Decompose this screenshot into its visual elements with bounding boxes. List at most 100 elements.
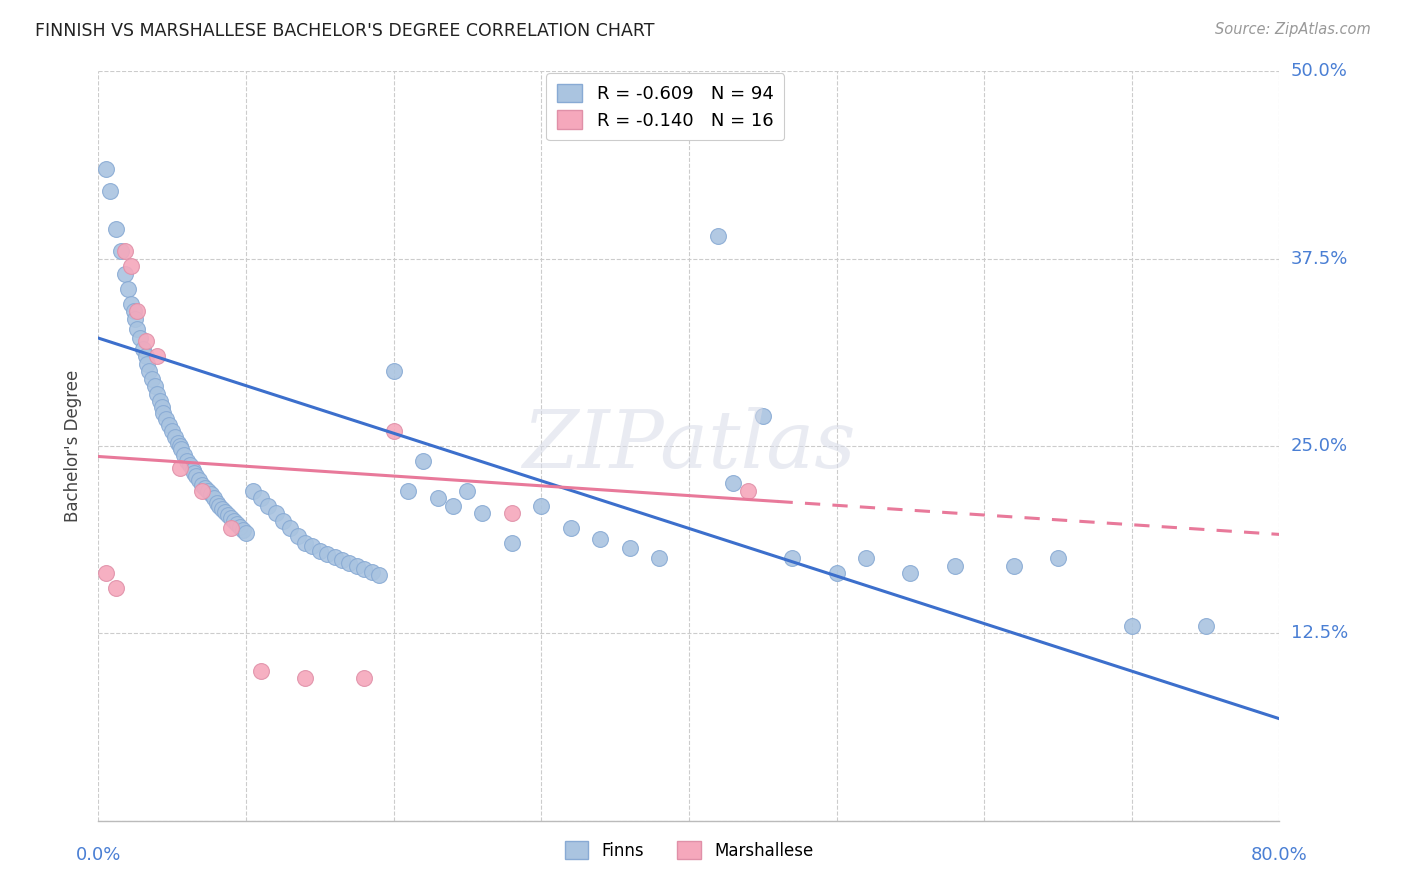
Point bbox=[146, 386, 169, 401]
Point bbox=[294, 536, 316, 550]
Point bbox=[707, 229, 730, 244]
Point bbox=[176, 454, 198, 468]
Point bbox=[287, 529, 309, 543]
Point bbox=[250, 491, 273, 506]
Point bbox=[214, 505, 236, 519]
Point bbox=[301, 540, 323, 554]
Point bbox=[441, 499, 464, 513]
Point bbox=[398, 483, 420, 498]
Point bbox=[242, 483, 264, 498]
Point bbox=[353, 671, 375, 685]
Point bbox=[589, 532, 612, 546]
Text: 80.0%: 80.0% bbox=[1251, 846, 1308, 863]
Point bbox=[197, 483, 219, 498]
Point bbox=[187, 474, 209, 488]
Point bbox=[382, 364, 405, 378]
Point bbox=[232, 523, 254, 537]
Point bbox=[619, 541, 641, 555]
Point bbox=[1002, 558, 1025, 573]
Point bbox=[202, 491, 225, 506]
Point bbox=[250, 664, 273, 678]
Point bbox=[412, 454, 434, 468]
Point bbox=[346, 558, 368, 573]
Text: 0.0%: 0.0% bbox=[76, 846, 121, 863]
Point bbox=[205, 496, 228, 510]
Point bbox=[135, 349, 157, 363]
Point bbox=[94, 161, 117, 176]
Point bbox=[330, 553, 353, 567]
Text: 37.5%: 37.5% bbox=[1291, 250, 1348, 268]
Point bbox=[184, 469, 207, 483]
Point bbox=[825, 566, 848, 581]
Point bbox=[150, 400, 173, 414]
Point bbox=[229, 520, 252, 534]
Point bbox=[339, 556, 361, 570]
Point bbox=[368, 567, 391, 582]
Point bbox=[98, 184, 121, 198]
Point bbox=[114, 267, 136, 281]
Point bbox=[105, 582, 128, 596]
Point bbox=[128, 331, 150, 345]
Y-axis label: Bachelor's Degree: Bachelor's Degree bbox=[65, 370, 83, 522]
Point bbox=[1046, 551, 1070, 566]
Point bbox=[114, 244, 136, 259]
Point bbox=[280, 521, 302, 535]
Point bbox=[179, 458, 201, 473]
Text: 50.0%: 50.0% bbox=[1291, 62, 1347, 80]
Point bbox=[217, 508, 239, 522]
Point bbox=[648, 551, 671, 566]
Point bbox=[560, 521, 582, 535]
Point bbox=[221, 511, 243, 525]
Point bbox=[191, 483, 214, 498]
Point bbox=[235, 525, 257, 540]
Point bbox=[125, 304, 148, 318]
Text: 25.0%: 25.0% bbox=[1291, 437, 1348, 455]
Point bbox=[1121, 619, 1143, 633]
Point bbox=[257, 499, 280, 513]
Legend: Finns, Marshallese: Finns, Marshallese bbox=[558, 835, 820, 866]
Point bbox=[181, 463, 204, 477]
Point bbox=[782, 551, 804, 566]
Point bbox=[167, 436, 190, 450]
Point bbox=[120, 259, 142, 273]
Point bbox=[900, 566, 922, 581]
Point bbox=[169, 461, 191, 475]
Point bbox=[316, 547, 339, 561]
Point bbox=[170, 442, 193, 456]
Text: ZIPatlas: ZIPatlas bbox=[522, 408, 856, 484]
Point bbox=[105, 221, 128, 235]
Point bbox=[752, 409, 775, 423]
Point bbox=[226, 516, 249, 531]
Point bbox=[183, 466, 205, 480]
Point bbox=[125, 322, 148, 336]
Point bbox=[136, 357, 159, 371]
Point bbox=[323, 549, 346, 564]
Point bbox=[191, 478, 214, 492]
Point bbox=[146, 349, 169, 363]
Point bbox=[124, 311, 146, 326]
Point bbox=[157, 417, 180, 432]
Point bbox=[194, 481, 217, 495]
Point bbox=[155, 412, 177, 426]
Point bbox=[208, 499, 231, 513]
Point bbox=[211, 502, 233, 516]
Point bbox=[271, 514, 294, 528]
Point bbox=[855, 551, 877, 566]
Point bbox=[141, 371, 163, 385]
Point bbox=[382, 424, 405, 438]
Point bbox=[360, 565, 382, 579]
Point bbox=[152, 406, 174, 420]
Point bbox=[110, 244, 132, 259]
Point bbox=[122, 304, 145, 318]
Point bbox=[143, 379, 166, 393]
Text: 12.5%: 12.5% bbox=[1291, 624, 1348, 642]
Point bbox=[501, 536, 523, 550]
Point bbox=[353, 562, 375, 576]
Point bbox=[309, 544, 332, 558]
Text: FINNISH VS MARSHALLESE BACHELOR'S DEGREE CORRELATION CHART: FINNISH VS MARSHALLESE BACHELOR'S DEGREE… bbox=[35, 22, 655, 40]
Point bbox=[135, 334, 157, 348]
Point bbox=[530, 499, 553, 513]
Point bbox=[149, 394, 172, 409]
Point bbox=[165, 430, 187, 444]
Point bbox=[737, 483, 759, 498]
